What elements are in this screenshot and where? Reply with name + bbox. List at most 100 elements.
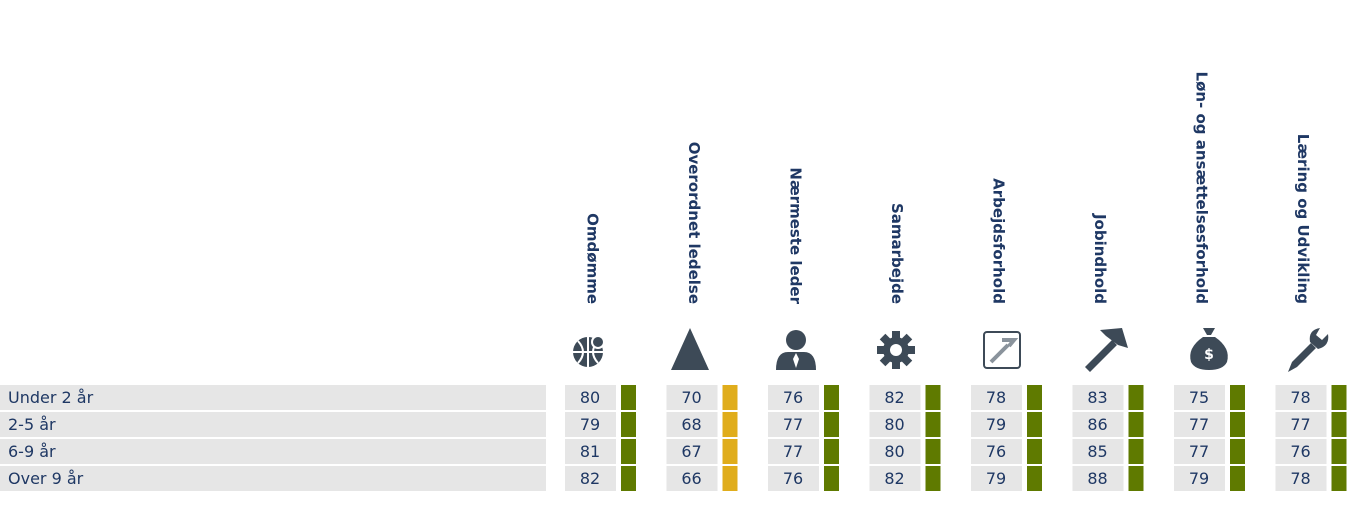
- cell-bg: [1174, 439, 1225, 464]
- cell-value: 77: [1290, 415, 1310, 434]
- cell-value: 66: [681, 469, 701, 488]
- cell-bg: [1072, 466, 1124, 491]
- cell-bg: [1072, 385, 1124, 410]
- status-bar: [1331, 412, 1347, 437]
- status-bar: [621, 412, 636, 437]
- cell-bg: [1174, 412, 1225, 437]
- status-bar: [722, 439, 738, 464]
- status-bar: [1230, 412, 1245, 437]
- status-bar: [1230, 466, 1245, 491]
- row-label-bg: [0, 385, 546, 410]
- status-bar: [1027, 385, 1042, 410]
- cell-bg: [869, 412, 921, 437]
- cell-bg: [869, 466, 921, 491]
- status-bar: [1331, 439, 1347, 464]
- cell-bg: [565, 412, 616, 437]
- icon-wrench: [1288, 328, 1329, 372]
- icon-gear: [877, 331, 915, 369]
- row-label-bg: [0, 412, 546, 437]
- icon-money-bag: $: [1190, 328, 1228, 370]
- row-label-bg: [0, 439, 546, 464]
- cell-bg: [1072, 439, 1124, 464]
- cell-bg: [971, 466, 1022, 491]
- cell-bg: [1174, 466, 1225, 491]
- row-label: 6-9 år: [8, 442, 56, 461]
- cell-value: 81: [580, 442, 600, 461]
- status-bar: [925, 412, 941, 437]
- status-bar: [925, 385, 941, 410]
- cell-bg: [869, 385, 921, 410]
- status-bar: [1128, 385, 1144, 410]
- column-header: Jobindhold: [1091, 213, 1109, 304]
- cell-bg: [768, 466, 819, 491]
- status-bar: [1027, 466, 1042, 491]
- status-bar: [722, 385, 738, 410]
- cell-bg: [1275, 385, 1327, 410]
- cell-value: 78: [986, 388, 1006, 407]
- status-bar: [621, 439, 636, 464]
- cell-value: 80: [884, 415, 904, 434]
- status-bar: [1331, 385, 1347, 410]
- cell-value: 79: [580, 415, 600, 434]
- cell-value: 68: [681, 415, 701, 434]
- status-bar: [621, 466, 636, 491]
- status-bar: [824, 412, 839, 437]
- column-header: Arbejdsforhold: [990, 178, 1008, 304]
- status-bar: [1027, 439, 1042, 464]
- status-bar: [1128, 439, 1144, 464]
- icon-person: [776, 330, 816, 370]
- icons: $: [573, 328, 1329, 372]
- status-bar: [824, 466, 839, 491]
- cell-value: 77: [1189, 442, 1209, 461]
- column-header: Overordnet ledelse: [685, 142, 703, 304]
- icon-mountain: [671, 328, 709, 370]
- cell-value: 88: [1087, 469, 1107, 488]
- cell-bg: [869, 439, 921, 464]
- status-bar: [824, 385, 839, 410]
- row-label: Over 9 år: [8, 469, 84, 488]
- status-bar: [722, 466, 738, 491]
- cell-value: 76: [783, 388, 803, 407]
- cell-bg: [971, 439, 1022, 464]
- cell-bg: [1275, 466, 1327, 491]
- cell-value: 76: [1290, 442, 1310, 461]
- column-header: Omdømme: [584, 213, 602, 304]
- cell-bg: [1072, 412, 1124, 437]
- status-bar: [1331, 466, 1347, 491]
- cell-value: 80: [884, 442, 904, 461]
- cell-value: 76: [783, 469, 803, 488]
- status-bar: [824, 439, 839, 464]
- cell-value: 75: [1189, 388, 1209, 407]
- icon-globe: [573, 335, 605, 367]
- column-header: Løn- og ansættelsesforhold: [1193, 72, 1211, 304]
- cell-bg: [565, 466, 616, 491]
- cell-bg: [666, 439, 718, 464]
- cell-bg: [768, 412, 819, 437]
- cell-bg: [666, 466, 718, 491]
- row-label-bg: [0, 466, 546, 491]
- cell-value: 82: [884, 388, 904, 407]
- cell-value: 83: [1087, 388, 1107, 407]
- cell-bg: [666, 412, 718, 437]
- cell-value: 82: [580, 469, 600, 488]
- cell-value: 79: [986, 469, 1006, 488]
- cell-value: 77: [783, 415, 803, 434]
- status-bar: [1128, 466, 1144, 491]
- status-bar: [1230, 385, 1245, 410]
- cell-bg: [1275, 439, 1327, 464]
- status-bar: [925, 466, 941, 491]
- column-header: Læring og Udvikling: [1294, 134, 1312, 304]
- status-bar: [1230, 439, 1245, 464]
- cell-bg: [565, 385, 616, 410]
- icon-hammer: [1085, 328, 1128, 372]
- cell-bg: [971, 385, 1022, 410]
- cell-value: 80: [580, 388, 600, 407]
- cell-value: 70: [681, 388, 701, 407]
- cell-value: 82: [884, 469, 904, 488]
- cell-bg: [666, 385, 718, 410]
- cell-bg: [768, 439, 819, 464]
- cell-value: 77: [783, 442, 803, 461]
- status-bar: [722, 412, 738, 437]
- status-bar: [621, 385, 636, 410]
